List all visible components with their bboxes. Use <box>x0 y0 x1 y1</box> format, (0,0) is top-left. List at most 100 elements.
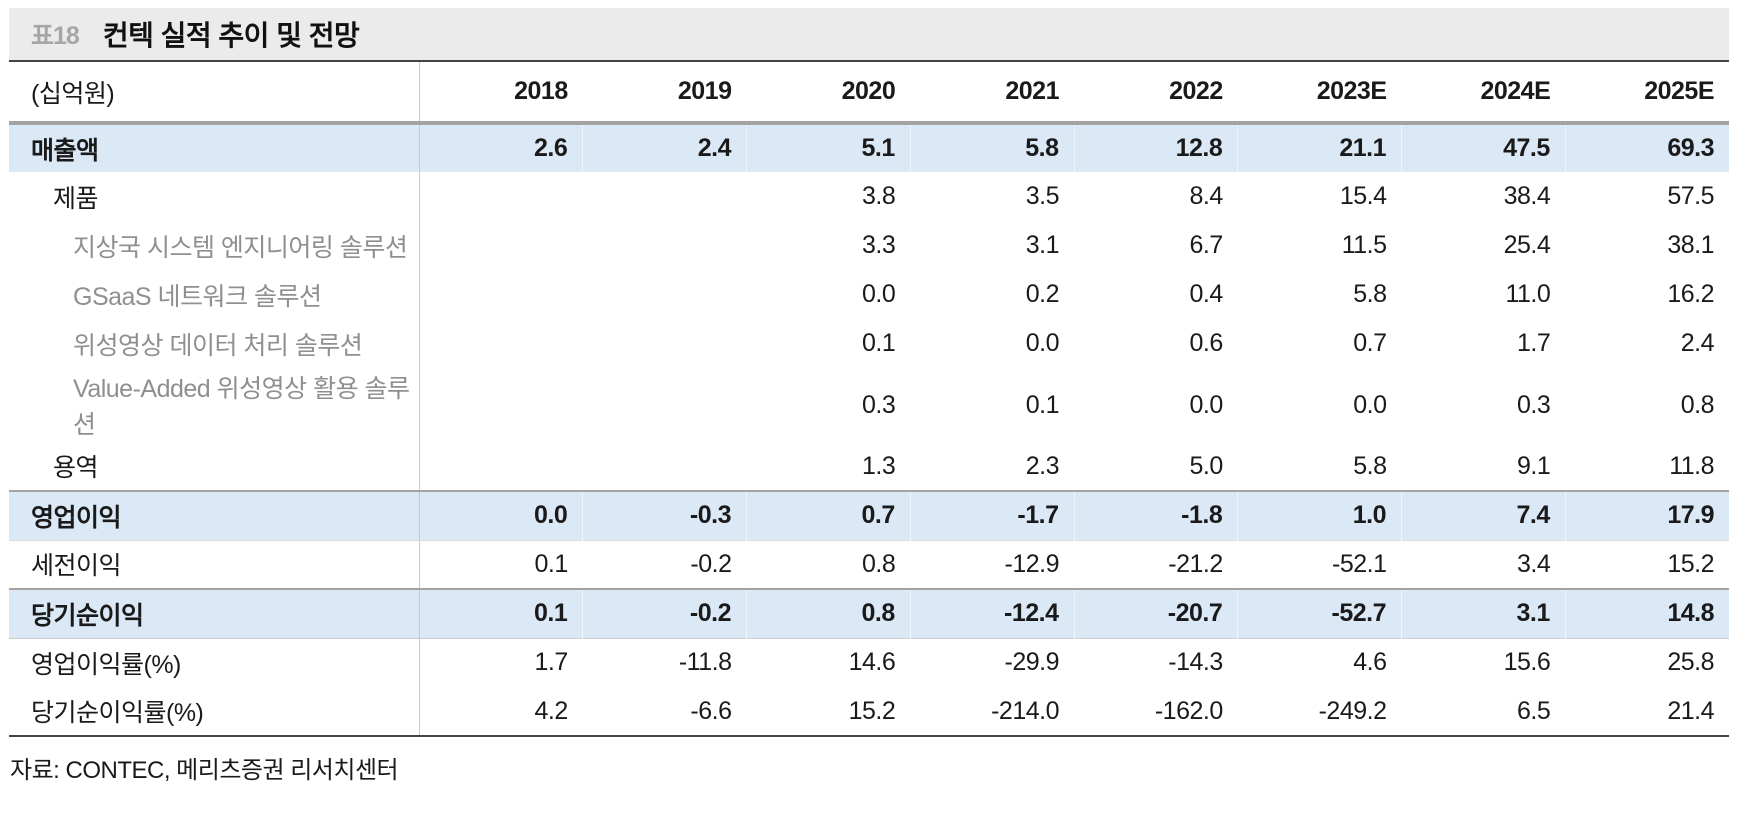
cell-value: 0.1 <box>533 599 568 628</box>
cell-value: -12.4 <box>909 589 1074 638</box>
source-note: 자료: CONTEC, 메리츠증권 리서치센터 <box>10 757 399 784</box>
cell-value <box>419 442 583 491</box>
unit-label: (십억원) <box>9 62 420 123</box>
cell-value: 3.1 <box>1401 589 1566 638</box>
cell-value <box>583 221 747 270</box>
cell-value: 5.8 <box>909 123 1074 172</box>
cell-value: 0.8 <box>861 549 896 578</box>
cell-value: 3.1 <box>1025 231 1060 259</box>
cell-value: 2.4 <box>582 123 747 172</box>
table-row: 당기순이익률(%) 4.2 -6.6 15.2 -214.0 -162.0 -249.2 6.… <box>9 687 1729 736</box>
cell-value: 69.3 <box>1564 123 1729 172</box>
table-row: 위성영상 데이터 처리 솔루션 0.1 0.0 0.6 0.7 1.7 2.4 <box>9 319 1729 368</box>
cell-value: -162.0 <box>1154 696 1223 725</box>
table-row: 영업이익률(%) 1.7 -11.8 14.6 -29.9 -14.3 4.6 15.6 25.… <box>9 638 1729 687</box>
cell-value: -0.2 <box>690 549 732 578</box>
cell-value: -29.9 <box>1004 648 1060 677</box>
cell-value <box>583 442 747 491</box>
column-header: 2022 <box>1169 77 1223 105</box>
cell-value: 4.2 <box>534 696 568 725</box>
row-label: 용역 <box>9 442 420 491</box>
cell-value: -0.2 <box>582 589 747 638</box>
cell-value: 0.1 <box>861 329 896 357</box>
cell-value: -1.8 <box>1073 491 1238 540</box>
cell-value: 0.8 <box>1680 390 1715 419</box>
cell-value: 0.6 <box>1189 329 1223 357</box>
table-row: 세전이익 0.1 -0.2 0.8 -12.9 -21.2 -52.1 3.4 15.2 <box>9 540 1729 589</box>
cell-value <box>419 319 583 368</box>
row-label: 영업이익률(%) <box>9 638 420 687</box>
cell-value: 3.4 <box>1516 549 1551 578</box>
table-row: Value-Added 위성영상 활용 솔루션 0.3 0.1 0.0 0.0 0.3 0.… <box>9 368 1729 442</box>
cell-value: 0.2 <box>1025 280 1060 308</box>
table-row: 영업이익 0.0 -0.3 0.7 -1.7 -1.8 1.0 7.4 17.9 <box>9 491 1729 540</box>
cell-value: 0.1 <box>1025 390 1060 419</box>
cell-value: -11.8 <box>678 648 732 677</box>
cell-value: 0.0 <box>1353 390 1387 419</box>
cell-value: 3.5 <box>1025 182 1060 210</box>
cell-value: 15.6 <box>1503 648 1551 677</box>
cell-value: 12.8 <box>1073 123 1238 172</box>
table-row: 제품 3.8 3.5 8.4 15.4 38.4 57.5 <box>9 172 1729 221</box>
cell-value: 0.0 <box>533 501 568 530</box>
table-body: 매출액 2.6 2.4 5.1 5.8 12.8 21.1 47.5 69.3 제품 3.8 3.5 8… <box>9 123 1729 736</box>
table-row: 지상국 시스템 엔지니어링 솔루션 3.3 3.1 6.7 11.5 25.4 38.1 <box>9 221 1729 270</box>
cell-value: 25.4 <box>1503 231 1551 259</box>
cell-value: -6.6 <box>690 696 732 725</box>
row-label: 제품 <box>9 172 420 221</box>
cell-value: 0.0 <box>1189 390 1223 419</box>
cell-value: 0.3 <box>1516 390 1551 419</box>
cell-value: 1.3 <box>861 451 896 480</box>
cell-value: 5.1 <box>746 123 911 172</box>
cell-value <box>583 319 747 368</box>
row-label: 당기순이익 <box>9 589 420 638</box>
cell-value: 5.8 <box>1353 280 1387 308</box>
cell-value: 0.0 <box>1025 329 1060 357</box>
cell-value: -20.7 <box>1073 589 1238 638</box>
table-row: 당기순이익 0.1 -0.2 0.8 -12.4 -20.7 -52.7 3.1 14.8 <box>9 589 1729 638</box>
cell-value <box>419 221 583 270</box>
cell-value <box>583 172 747 221</box>
cell-value: 2.4 <box>1680 329 1715 357</box>
cell-value: -1.7 <box>909 491 1074 540</box>
cell-value: 9.1 <box>1516 451 1551 480</box>
cell-value: 1.7 <box>534 648 568 677</box>
cell-value: 3.8 <box>861 182 896 210</box>
cell-value: 21.1 <box>1237 123 1402 172</box>
performance-table: (십억원) 2018 2019 2020 2021 2022 2023E 2024E 2025… <box>9 62 1729 737</box>
cell-value <box>419 368 583 442</box>
cell-value: -52.7 <box>1237 589 1402 638</box>
cell-value: -21.2 <box>1168 549 1223 578</box>
cell-value: 0.0 <box>861 280 896 308</box>
cell-value: 14.6 <box>848 648 896 677</box>
cell-value <box>583 368 747 442</box>
cell-value: 47.5 <box>1401 123 1566 172</box>
cell-value: 38.1 <box>1667 231 1714 259</box>
column-header: 2023E <box>1316 77 1387 105</box>
cell-value: 17.9 <box>1564 491 1729 540</box>
cell-value: -14.3 <box>1168 648 1223 677</box>
row-label: 매출액 <box>9 123 420 172</box>
cell-value: 0.3 <box>861 390 896 419</box>
cell-value: 11.8 <box>1669 451 1714 480</box>
table-row: 매출액 2.6 2.4 5.1 5.8 12.8 21.1 47.5 69.3 <box>9 123 1729 172</box>
cell-value: 11.5 <box>1341 231 1387 259</box>
cell-value: 15.2 <box>1667 549 1714 578</box>
cell-value: 6.7 <box>1189 231 1223 259</box>
cell-value: 0.7 <box>1353 329 1387 357</box>
row-label: 영업이익 <box>9 491 420 540</box>
cell-value: 57.5 <box>1667 182 1714 210</box>
cell-value: 1.7 <box>1516 329 1551 357</box>
column-header: 2020 <box>841 77 896 105</box>
cell-value: 5.0 <box>1189 451 1223 480</box>
cell-value: -214.0 <box>991 696 1059 725</box>
cell-value: 0.4 <box>1189 280 1223 308</box>
cell-value <box>419 172 583 221</box>
cell-value: -12.9 <box>1004 549 1060 578</box>
cell-value: -249.2 <box>1318 696 1387 725</box>
table-header: (십억원) 2018 2019 2020 2021 2022 2023E 2024E 2025… <box>9 62 1729 123</box>
table-number-tag: 표18 <box>31 22 80 50</box>
cell-value: 4.6 <box>1353 648 1387 677</box>
column-header: 2019 <box>677 77 732 105</box>
cell-value: -52.1 <box>1332 549 1387 578</box>
